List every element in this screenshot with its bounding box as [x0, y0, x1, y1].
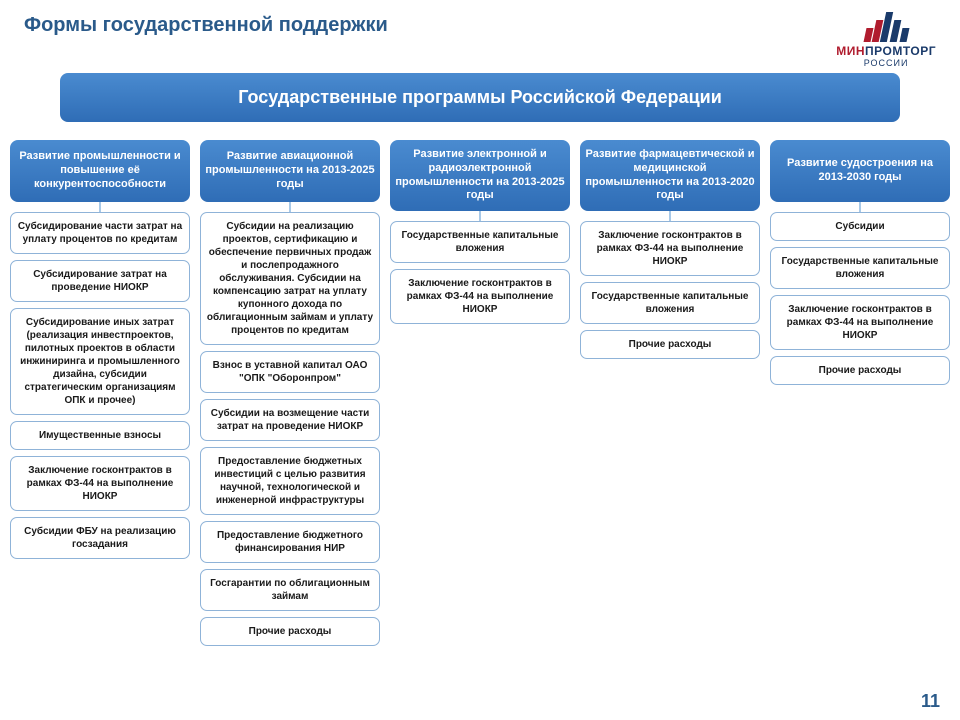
columns-container: Развитие промышленности и повышение её к…	[0, 122, 960, 646]
logo-subtitle: РОССИИ	[836, 58, 936, 68]
list-item: Взнос в уставной капитал ОАО "ОПК "Оборо…	[200, 351, 380, 393]
list-item: Госгарантии по облигационным займам	[200, 569, 380, 611]
page-number: 11	[921, 691, 940, 712]
list-item: Субсидии на возмещение части затрат на п…	[200, 399, 380, 441]
list-item: Субсидии на реализацию проектов, сертифи…	[200, 212, 380, 345]
column-header: Развитие электронной и радиоэлектронной …	[390, 140, 570, 211]
list-item: Субсидирование части затрат на уплату пр…	[10, 212, 190, 254]
list-item: Имущественные взносы	[10, 421, 190, 450]
column-items: Заключение госконтрактов в рамках ФЗ-44 …	[580, 221, 760, 359]
column-header: Развитие промышленности и повышение её к…	[10, 140, 190, 202]
column-header: Развитие фармацевтической и медицинской …	[580, 140, 760, 211]
column-items: Субсидии Государственные капитальные влож…	[770, 212, 950, 385]
column-2: Развитие электронной и радиоэлектронной …	[390, 140, 570, 324]
list-item: Заключение госконтрактов в рамках ФЗ-44 …	[770, 295, 950, 350]
logo: МИНПРОМТОРГ РОССИИ	[836, 8, 936, 68]
list-item: Субсидии	[770, 212, 950, 241]
list-item: Заключение госконтрактов в рамках ФЗ-44 …	[580, 221, 760, 276]
connector-line	[99, 202, 101, 212]
list-item: Государственные капитальные вложения	[580, 282, 760, 324]
column-items: Субсидирование части затрат на уплату пр…	[10, 212, 190, 559]
column-items: Субсидии на реализацию проектов, сертифи…	[200, 212, 380, 646]
column-3: Развитие фармацевтической и медицинской …	[580, 140, 760, 359]
logo-bars-icon	[836, 8, 936, 42]
connector-line	[479, 211, 481, 221]
column-header: Развитие авиационной промышленности на 2…	[200, 140, 380, 202]
list-item: Государственные капитальные вложения	[770, 247, 950, 289]
list-item: Субсидирование затрат на проведение НИОК…	[10, 260, 190, 302]
column-4: Развитие судостроения на 2013-2030 годы С…	[770, 140, 950, 385]
list-item: Государственные капитальные вложения	[390, 221, 570, 263]
column-1: Развитие авиационной промышленности на 2…	[200, 140, 380, 646]
logo-text: МИНПРОМТОРГ	[836, 44, 936, 58]
list-item: Заключение госконтрактов в рамках ФЗ-44 …	[390, 269, 570, 324]
column-items: Государственные капитальные вложения Закл…	[390, 221, 570, 324]
column-0: Развитие промышленности и повышение её к…	[10, 140, 190, 559]
list-item: Прочие расходы	[580, 330, 760, 359]
connector-line	[289, 202, 291, 212]
list-item: Субсидии ФБУ на реализацию госзадания	[10, 517, 190, 559]
connector-line	[669, 211, 671, 221]
list-item: Заключение госконтрактов в рамках ФЗ-44 …	[10, 456, 190, 511]
list-item: Предоставление бюджетного финансирования…	[200, 521, 380, 563]
list-item: Прочие расходы	[770, 356, 950, 385]
connector-line	[859, 202, 861, 212]
main-banner: Государственные программы Российской Фед…	[60, 73, 900, 122]
page-title: Формы государственной поддержки	[0, 0, 960, 37]
column-header: Развитие судостроения на 2013-2030 годы	[770, 140, 950, 202]
list-item: Прочие расходы	[200, 617, 380, 646]
list-item: Субсидирование иных затрат (реализация и…	[10, 308, 190, 415]
list-item: Предоставление бюджетных инвестиций с це…	[200, 447, 380, 515]
